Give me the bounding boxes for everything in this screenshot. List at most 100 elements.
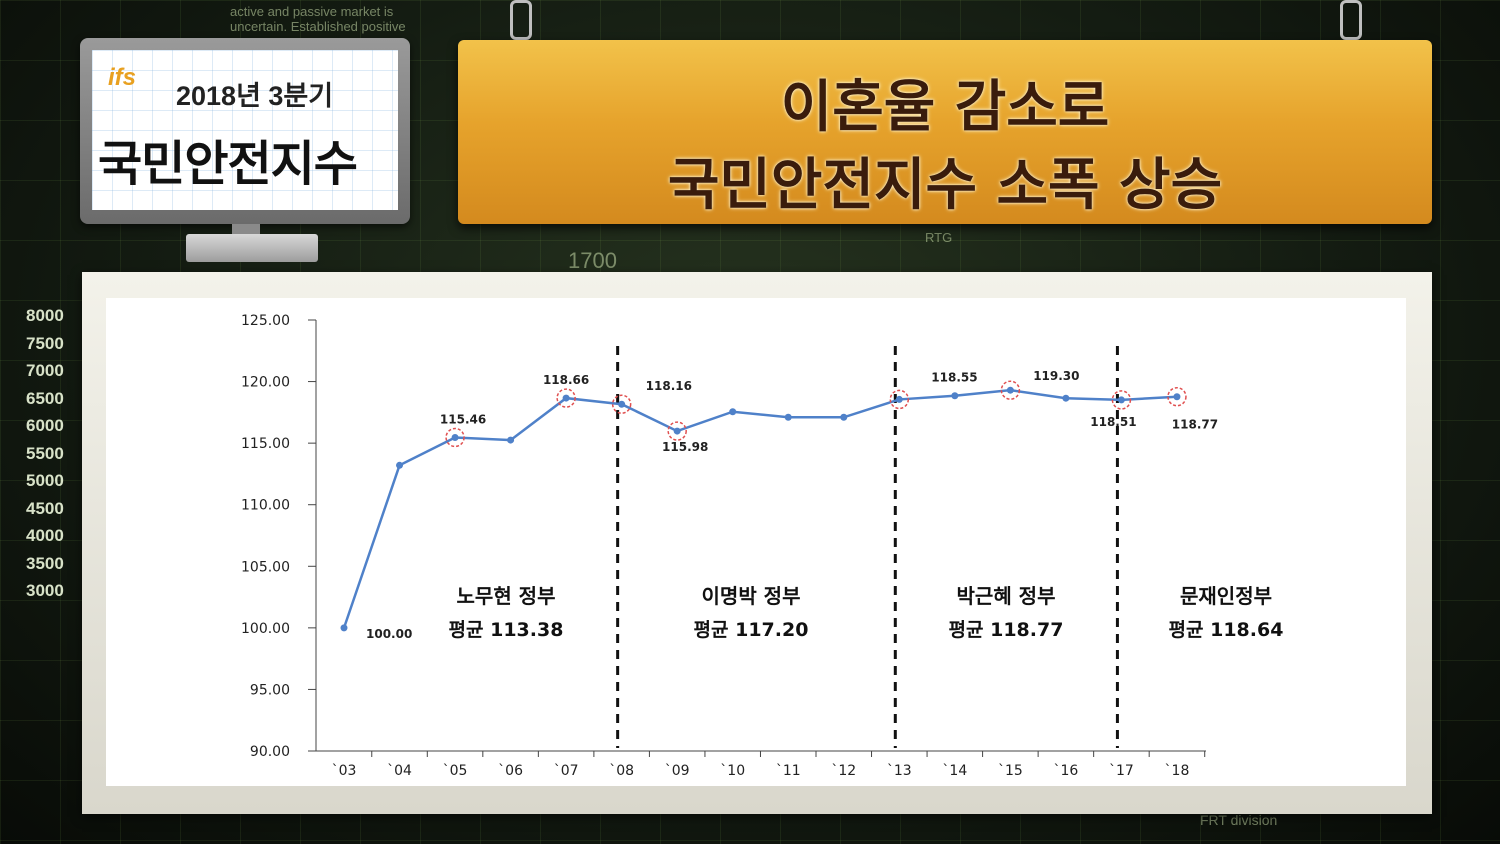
headline-line-1: 이혼율 감소로	[780, 75, 1110, 140]
highlight-marker	[611, 394, 632, 414]
data-point	[396, 461, 404, 469]
chain-right-icon	[1340, 0, 1362, 40]
background-y-scale-label: 6000	[26, 416, 64, 435]
data-label: 100.00	[366, 627, 412, 641]
data-point	[895, 395, 903, 403]
data-point	[951, 392, 959, 400]
highlight-marker	[889, 389, 910, 410]
data-point	[840, 413, 848, 421]
data-label: 118.51	[1090, 415, 1136, 429]
monitor-logo	[80, 38, 410, 224]
chain-left-icon	[510, 0, 532, 40]
data-point	[451, 433, 459, 441]
highlight-marker	[1111, 390, 1132, 410]
y-tick-label: 100.00	[241, 621, 290, 637]
monitor-screen	[92, 50, 398, 210]
chart-axes: 90.00 95.00 100.00 105.00 110.00 115.00 120.00…	[241, 313, 1206, 779]
data-label: 118.77	[1172, 418, 1218, 432]
x-tick-label: `07	[554, 763, 579, 779]
series-line	[342, 388, 1178, 629]
background-label-frt: FRT division	[1200, 812, 1278, 828]
series-markers	[340, 380, 1187, 632]
x-tick-label: `16	[1053, 763, 1078, 779]
background-y-scale: 8000 7500 7000 6500 6000 5500 5000 4500 4000 3500…	[26, 306, 78, 609]
x-tick-label: `03	[332, 763, 357, 779]
period-name: 이명박 정부	[702, 584, 801, 608]
x-tick-label: `15	[998, 763, 1023, 779]
y-tick-label: 95.00	[250, 682, 290, 698]
period-average: 평균 113.38	[449, 619, 564, 641]
background-y-scale-label: 3000	[26, 581, 64, 600]
x-tick-label: `12	[831, 763, 856, 779]
headline-line-2: 국민안전지수 소폭 상승	[667, 153, 1223, 218]
background-y-scale-label: 6500	[26, 388, 64, 408]
period-name: 문재인정부	[1180, 584, 1272, 608]
background-y-scale-label: 7500	[26, 333, 64, 353]
y-tick-label: 120.00	[241, 375, 290, 391]
period-average: 평균 117.20	[694, 619, 809, 641]
chart-area	[106, 298, 1406, 786]
background-y-scale-label: 5000	[26, 471, 64, 490]
highlight-marker	[556, 388, 576, 408]
data-point	[618, 400, 626, 408]
background-y-scale-label: 5500	[26, 443, 64, 463]
data-point	[562, 394, 570, 402]
data-label: 119.30	[1033, 369, 1079, 383]
data-point	[1006, 386, 1014, 394]
background-y-scale-label: 8000	[26, 306, 64, 325]
headline-sign: 이혼율 감소로 국민안전지수 소폭 상승	[458, 40, 1432, 224]
index-name-label: 국민안전지수	[98, 136, 358, 192]
highlight-marker	[1000, 380, 1021, 400]
data-point	[507, 436, 515, 444]
ifs-logo: ifs	[108, 64, 136, 92]
x-tick-label: `11	[776, 763, 801, 779]
background-text-2: uncertain. Established positive	[230, 19, 406, 34]
series-polyline	[342, 388, 1178, 629]
background-label-rtg: RTG	[925, 230, 953, 245]
data-point	[1117, 396, 1125, 404]
y-tick-label: 105.00	[241, 559, 290, 575]
x-tick-label: `06	[498, 763, 523, 779]
data-point	[1062, 394, 1070, 402]
monitor-stand-base	[186, 234, 318, 262]
period-name: 노무현 정부	[457, 584, 556, 608]
background-y-scale-label: 4500	[26, 498, 64, 518]
data-label: 118.16	[646, 379, 692, 393]
highlight-marker	[667, 421, 687, 441]
background-y-scale-label: 3500	[26, 553, 64, 573]
background-y-scale-label: 4000	[26, 526, 64, 545]
ifs-logo-text: ifs	[108, 64, 137, 91]
data-label: 115.98	[662, 440, 708, 454]
y-tick-label: 115.00	[241, 436, 290, 452]
data-point	[784, 413, 792, 421]
period-name: 박근혜 정부	[957, 584, 1056, 608]
data-label: 118.66	[543, 373, 589, 387]
x-tick-label: `18	[1165, 763, 1190, 779]
monitor-stand-neck	[232, 224, 260, 236]
data-labels: 100.00 115.46 118.66 118.16 115.98 118.55 119.…	[366, 369, 1218, 641]
x-tick-label: `05	[443, 763, 468, 779]
x-tick-label: `14	[942, 763, 967, 779]
x-tick-label: `09	[665, 763, 690, 779]
x-tick-label: `04	[387, 763, 412, 779]
background-text-1: active and passive market is	[230, 4, 394, 19]
highlight-marker	[1167, 386, 1187, 407]
data-point	[729, 408, 737, 416]
data-point	[340, 624, 348, 632]
period-average: 평균 118.77	[949, 619, 1064, 641]
background-label-1700: 1700	[568, 248, 617, 273]
data-point	[673, 427, 681, 435]
period-dividers	[616, 346, 1119, 748]
y-tick-label: 125.00	[241, 313, 290, 329]
x-tick-label: `17	[1109, 763, 1134, 779]
data-label: 118.55	[931, 370, 977, 384]
background-y-scale-label: 7000	[26, 361, 64, 380]
x-tick-label: `10	[720, 763, 745, 779]
y-tick-label: 110.00	[241, 498, 290, 514]
y-tick-label: 90.00	[250, 744, 290, 760]
data-label: 115.46	[440, 412, 486, 426]
period-average: 평균 118.64	[1169, 619, 1284, 641]
period-label: 2018년 3분기	[176, 81, 334, 111]
